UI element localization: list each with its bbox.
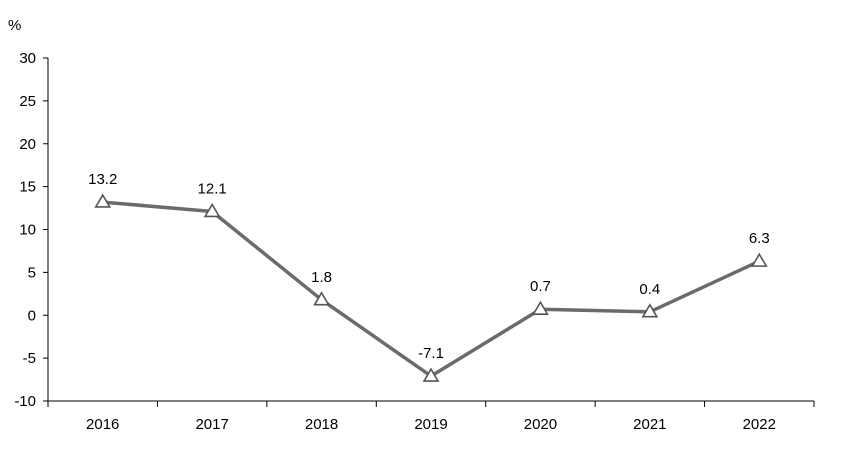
data-labels: 13.2 12.1 1.8 -7.1 0.7 0.4 6.3 xyxy=(88,171,770,362)
x-tick-label: 2021 xyxy=(633,416,666,433)
y-tick-label: 15 xyxy=(19,179,36,196)
data-label: 1.8 xyxy=(311,269,332,286)
y-tick-label: 0 xyxy=(28,307,36,324)
y-tick-label: 10 xyxy=(19,222,36,239)
data-label: -7.1 xyxy=(418,345,444,362)
data-label: 12.1 xyxy=(198,180,227,197)
x-tick-label: 2016 xyxy=(86,416,119,433)
series-line xyxy=(94,193,768,382)
x-tick-label: 2022 xyxy=(743,416,776,433)
x-tick-label: 2020 xyxy=(524,416,557,433)
data-point-marker xyxy=(313,291,330,306)
data-point-marker xyxy=(532,300,549,315)
y-tick-label: -5 xyxy=(23,350,36,367)
data-label: 13.2 xyxy=(88,171,117,188)
y-tick-label: 30 xyxy=(19,50,36,67)
data-point-marker xyxy=(750,252,768,267)
x-tick-label: 2019 xyxy=(414,416,447,433)
y-axis: 30 25 20 15 10 5 0 -5 -10 xyxy=(14,50,49,410)
x-tick-label: 2018 xyxy=(305,416,338,433)
y-unit-label: % xyxy=(8,17,21,34)
x-tick-label: 2017 xyxy=(195,416,228,433)
x-axis: 2016 2017 2018 2019 2020 2021 2022 xyxy=(47,400,815,433)
data-label: 0.7 xyxy=(530,278,551,295)
y-tick-label: 20 xyxy=(19,136,36,153)
y-tick-label: 5 xyxy=(28,264,36,281)
data-point-marker xyxy=(422,367,440,382)
y-tick-label: 25 xyxy=(19,93,36,110)
data-label: 6.3 xyxy=(749,230,770,247)
data-point-marker xyxy=(641,303,659,318)
data-point-marker xyxy=(94,193,112,208)
data-point-marker xyxy=(203,202,221,218)
y-tick-label: -10 xyxy=(14,393,36,410)
data-label: 0.4 xyxy=(639,281,660,298)
